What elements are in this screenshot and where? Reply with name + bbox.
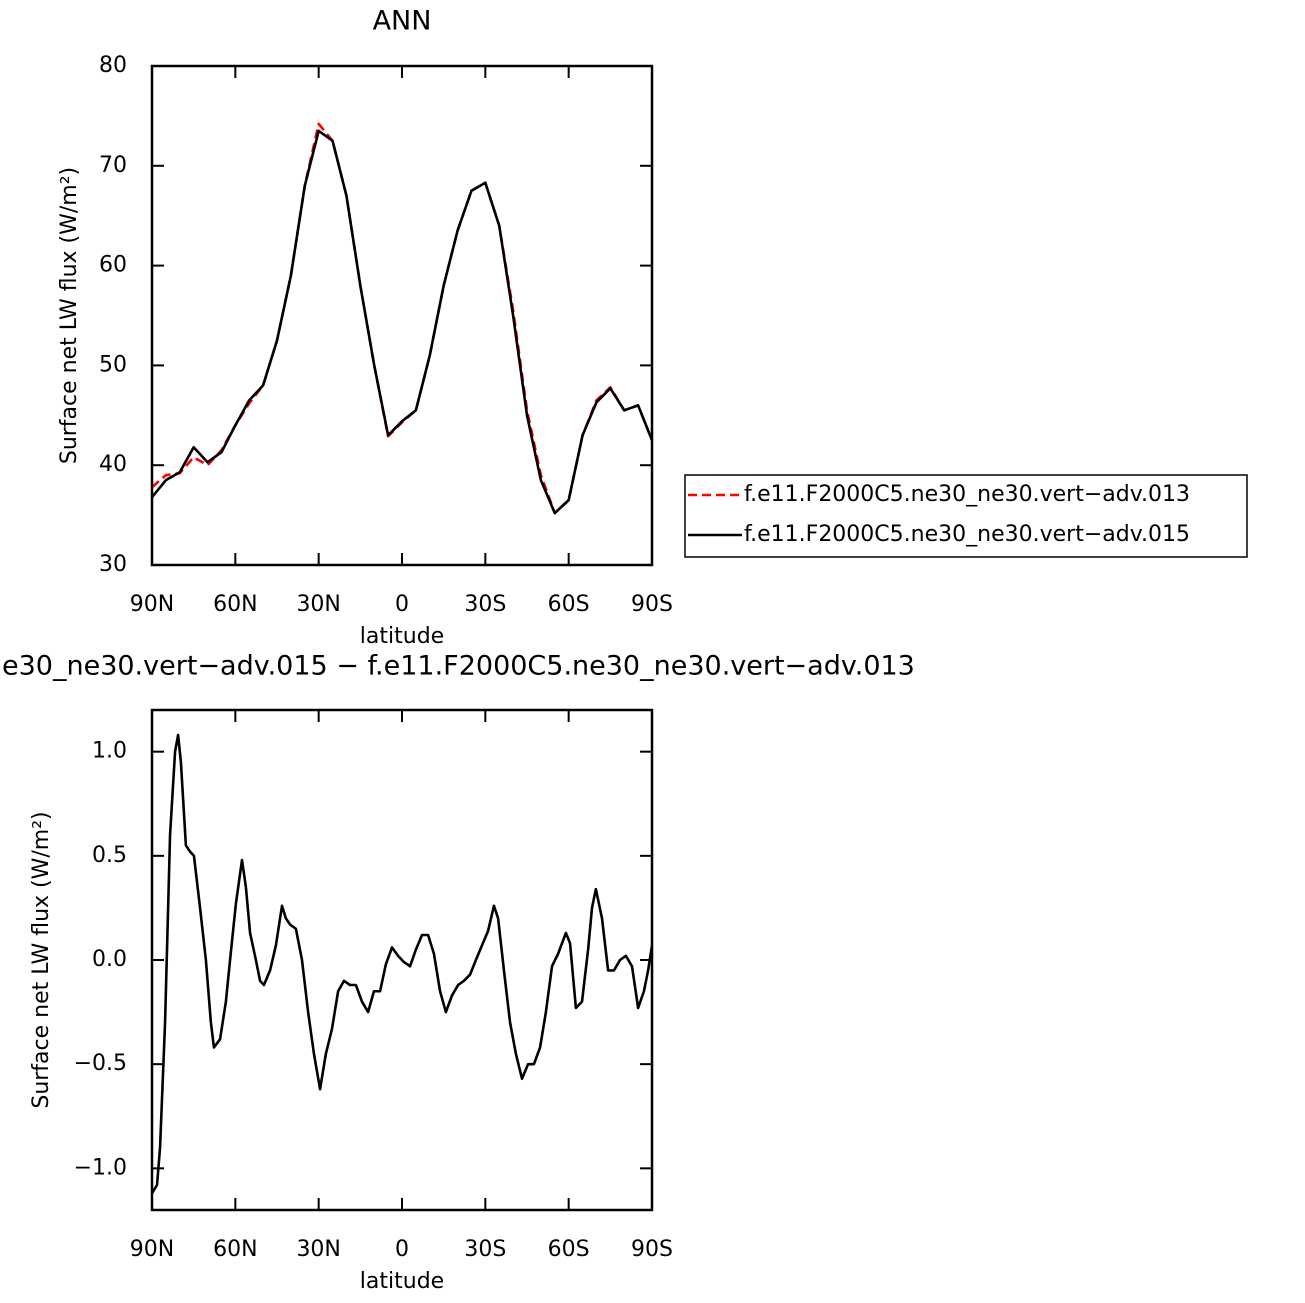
legend-box (684, 474, 1248, 558)
x-tick-label: 60N (213, 592, 257, 617)
x-tick-label: 90S (631, 592, 673, 617)
y-tick-label: 50 (99, 352, 127, 377)
x-tick-label: 0 (395, 1237, 409, 1262)
x-tick-label: 30N (296, 1237, 340, 1262)
x-tick-label: 60S (548, 592, 590, 617)
x-tick-label: 30N (296, 592, 340, 617)
x-tick-label: 0 (395, 592, 409, 617)
plot-frame (150, 708, 654, 1212)
y-tick-label: 1.0 (92, 739, 127, 764)
chart-title: e30_ne30.vert−adv.015 − f.e11.F2000C5.ne… (2, 651, 915, 682)
data-line (150, 129, 654, 515)
x-axis-label: latitude (360, 1269, 444, 1294)
y-tick-label: 70 (99, 153, 127, 178)
x-tick-label: 30S (464, 1237, 506, 1262)
x-tick-label: 60N (213, 1237, 257, 1262)
legend-label: f.e11.F2000C5.ne30_ne30.vert−adv.015 (744, 522, 1190, 547)
x-tick-label: 60S (548, 1237, 590, 1262)
x-tick-label: 90N (130, 1237, 174, 1262)
y-tick-label: −1.0 (74, 1155, 127, 1180)
legend-label: f.e11.F2000C5.ne30_ne30.vert−adv.013 (744, 482, 1190, 507)
y-tick-label: −0.5 (74, 1051, 127, 1076)
x-tick-label: 90S (631, 1237, 673, 1262)
y-axis-label: Surface net LW flux (W/m²) (29, 811, 54, 1108)
y-tick-label: 60 (99, 253, 127, 278)
y-axis-label: Surface net LW flux (W/m²) (57, 167, 82, 464)
y-tick-label: 80 (99, 53, 127, 78)
x-axis-label: latitude (360, 624, 444, 649)
y-tick-label: 40 (99, 452, 127, 477)
y-tick-label: 30 (99, 552, 127, 577)
y-tick-label: 0.0 (92, 947, 127, 972)
plot-frame (150, 64, 654, 567)
x-tick-label: 30S (464, 592, 506, 617)
chart-title: ANN (373, 6, 432, 37)
data-line (150, 733, 654, 1194)
x-tick-label: 90N (130, 592, 174, 617)
data-line (151, 122, 654, 515)
y-tick-label: 0.5 (92, 843, 127, 868)
